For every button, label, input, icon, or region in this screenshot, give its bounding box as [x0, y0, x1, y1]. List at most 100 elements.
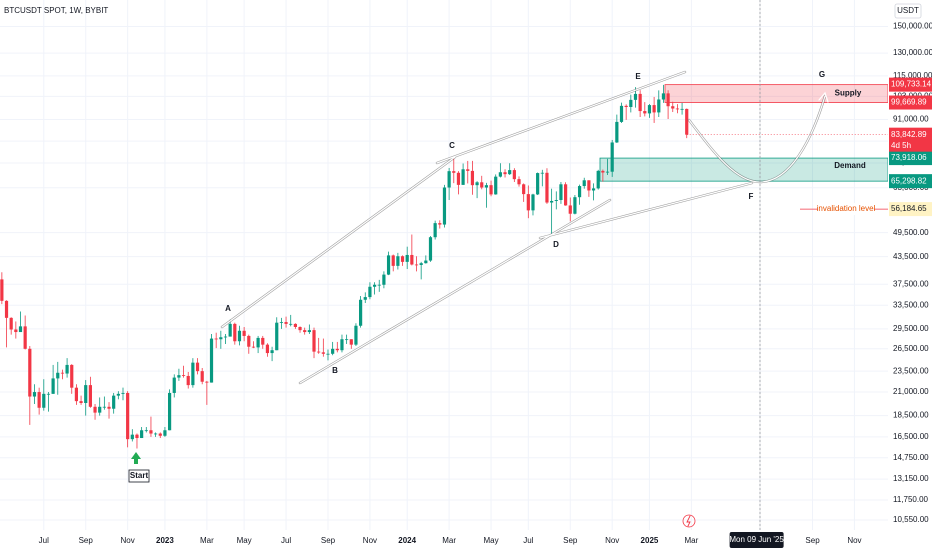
candle-body	[121, 392, 125, 394]
candle-body	[195, 362, 200, 372]
crosshair-label-box	[729, 532, 784, 548]
currency-box[interactable]	[894, 3, 922, 19]
x-tick-label: May	[483, 536, 498, 545]
candle-body	[619, 105, 624, 122]
candle-body	[470, 170, 475, 186]
candle-body	[601, 170, 605, 173]
candle-body	[615, 121, 619, 143]
currency[interactable]: USDT	[897, 6, 919, 15]
candle-body	[680, 108, 684, 110]
x-tick-label: 2024	[398, 536, 416, 545]
candle-body	[135, 434, 139, 439]
candle-body	[498, 172, 502, 177]
candle-body	[345, 339, 349, 341]
point-label: B	[332, 366, 338, 375]
candle-body	[14, 329, 18, 333]
candle-body	[317, 351, 321, 353]
y-tick-label: 23,500.00	[893, 366, 929, 375]
candle-body	[279, 322, 284, 323]
candle-body	[377, 284, 381, 286]
candle-body	[438, 223, 442, 225]
candle-body	[400, 256, 405, 262]
price-label: 56,184.65	[891, 204, 927, 213]
candle-body	[293, 323, 297, 327]
y-tick-label: 16,500.00	[893, 432, 929, 441]
candle-body	[461, 169, 465, 185]
point-label: F	[749, 192, 754, 201]
price-label: 109,733.14	[891, 80, 932, 89]
candle-body	[522, 184, 526, 195]
candle-body	[28, 348, 32, 397]
y-tick-label: 37,500.00	[893, 279, 929, 288]
candle-body	[666, 93, 670, 107]
point-label: Start	[130, 471, 149, 480]
candle-body	[4, 300, 9, 318]
candle-body	[289, 323, 293, 325]
candle-body	[577, 186, 582, 198]
candle-body	[186, 375, 190, 386]
candle-body	[88, 385, 92, 407]
y-tick-label: 10,550.00	[893, 515, 929, 524]
candle-body	[563, 184, 568, 206]
candle-body	[671, 106, 675, 109]
price-label-box	[889, 77, 932, 92]
price-labels: 99,669.89 109,733.14 65,298.82 73,918.06 56,…	[686, 77, 932, 548]
candle-body	[568, 205, 572, 214]
y-tick-label: 33,500.00	[893, 300, 929, 309]
candle-body	[657, 99, 661, 113]
candle-body	[410, 254, 414, 265]
x-tick-label: Sep	[79, 536, 94, 545]
candle-body	[270, 350, 274, 354]
candle-body	[582, 180, 586, 187]
candle-body	[233, 323, 237, 342]
candle-body	[84, 385, 88, 403]
candle-body	[126, 392, 130, 440]
x-tick-label: Mar	[442, 536, 456, 545]
candle-body	[154, 433, 158, 435]
candle-body	[526, 194, 530, 211]
candle-body	[321, 352, 325, 354]
candle-body	[452, 171, 456, 173]
candle-body	[447, 171, 451, 188]
x-tick-label: Sep	[805, 536, 820, 545]
candle-body	[605, 171, 610, 173]
candle-body	[661, 93, 666, 100]
symbol-title: BTCUSDT SPOT, 1W, BYBIT	[4, 6, 108, 15]
candle-body	[312, 330, 316, 352]
countdown: 4d 5h	[891, 141, 911, 150]
y-tick-label: 130,000.00	[893, 48, 932, 57]
price-label: 65,298.82	[891, 176, 927, 185]
point-label: A	[225, 304, 231, 313]
candle-body	[331, 348, 335, 354]
candle-body	[512, 170, 516, 180]
candle-body	[573, 197, 577, 214]
x-tick-label: Nov	[121, 536, 135, 545]
y-tick-label: 13,150.00	[893, 474, 929, 483]
candle-body	[536, 173, 540, 195]
x-tick-label: Nov	[847, 536, 861, 545]
candle-body	[442, 187, 447, 225]
candle-body	[550, 200, 554, 203]
candle-body	[414, 264, 419, 266]
candle-body	[242, 330, 246, 336]
x-tick-label: Jul	[523, 536, 533, 545]
candle-body	[9, 317, 13, 330]
point-label: E	[635, 72, 641, 81]
candle-body	[56, 372, 60, 379]
candle-body	[275, 322, 279, 351]
candle-body	[494, 176, 498, 195]
candle-body	[23, 326, 27, 349]
candle-body	[200, 371, 204, 382]
candle-body	[372, 284, 377, 287]
candle-body	[424, 260, 428, 264]
candle-body	[419, 263, 423, 265]
candle-body	[18, 326, 23, 333]
candle-body	[256, 337, 260, 348]
invalidation-label-bg	[818, 203, 874, 216]
candle-body	[428, 237, 433, 261]
candle-body	[349, 339, 353, 345]
candle-body	[545, 172, 549, 203]
candle-body	[116, 393, 120, 396]
candle-body	[37, 392, 41, 408]
